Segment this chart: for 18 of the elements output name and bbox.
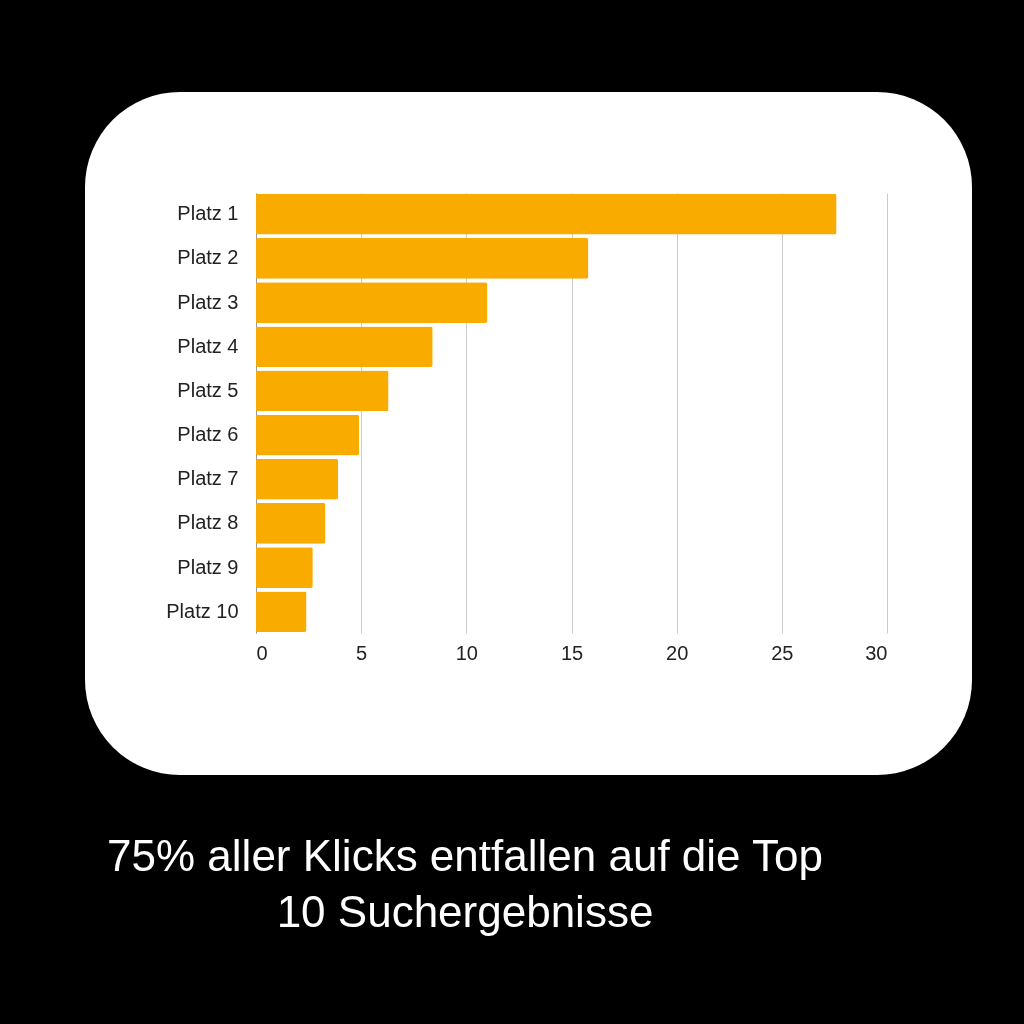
x-tick-label: 30 — [865, 641, 888, 664]
x-tick-label: 0 — [256, 641, 268, 664]
y-tick-label: Platz 3 — [177, 290, 239, 313]
text: 75% aller Klicks entfallen auf die Top 10 Suchergebnisse — [106, 830, 824, 938]
y-tick-label: Platz 8 — [177, 511, 239, 534]
y-tick-label: Platz 7 — [177, 467, 239, 490]
y-tick-label: Platz 5 — [177, 378, 239, 401]
y-tick-label: Platz 4 — [177, 334, 239, 357]
x-tick-label: 10 — [455, 641, 478, 664]
x-tick-label: 20 — [666, 641, 689, 664]
y-tick-label: Platz 6 — [177, 423, 239, 446]
y-tick-label: Platz 1 — [177, 202, 239, 225]
y-tick-label: Platz 2 — [177, 246, 239, 269]
y-tick-label: Platz 10 — [166, 599, 239, 622]
x-tick-label: 15 — [560, 641, 584, 664]
x-tick-label: 25 — [771, 641, 794, 664]
y-tick-label: Platz 9 — [177, 555, 239, 578]
x-tick-label: 5 — [356, 641, 368, 664]
